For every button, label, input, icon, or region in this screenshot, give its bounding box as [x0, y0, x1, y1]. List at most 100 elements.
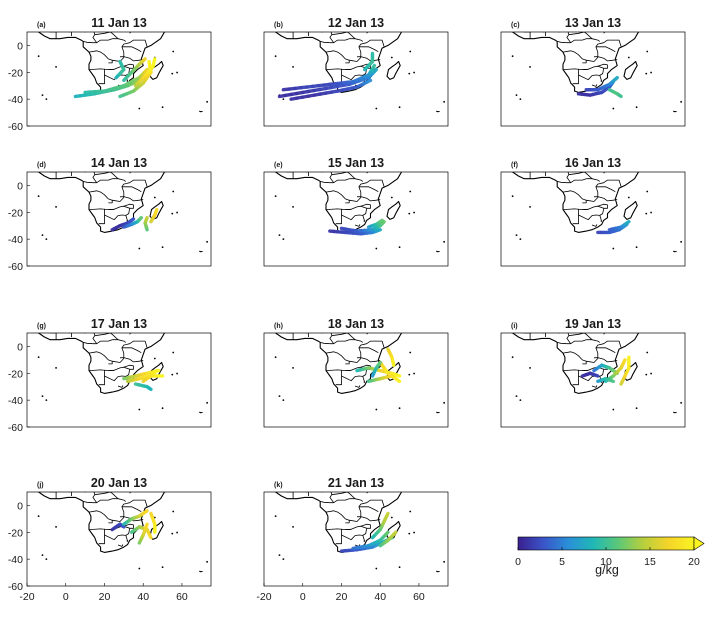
panel-title: 21 Jan 13: [328, 476, 384, 490]
island-dot: [451, 556, 453, 558]
trajectory: [114, 59, 126, 80]
country-border: [68, 333, 72, 337]
kerguelen-island: [199, 250, 204, 253]
island-dot: [515, 234, 518, 237]
island-dot: [214, 556, 216, 558]
country-border: [562, 179, 622, 202]
trajectory-segment: [594, 373, 600, 378]
country-border: [568, 333, 593, 340]
map-content: [511, 333, 683, 414]
country-border: [123, 364, 134, 370]
country-border: [358, 347, 379, 354]
trajectory-segment: [130, 217, 136, 222]
country-border: [117, 385, 124, 388]
island-dot: [390, 196, 393, 199]
map-content: [274, 32, 446, 113]
plot-area: [263, 491, 449, 587]
island-dot: [529, 367, 531, 369]
island-dot: [206, 560, 209, 563]
island-dot: [41, 234, 44, 237]
africa-coastline: [511, 172, 640, 233]
country-border: [522, 172, 531, 179]
panel-label: (c): [511, 22, 520, 29]
trajectory: [366, 218, 384, 229]
country-border: [593, 56, 618, 62]
country-border: [94, 32, 119, 39]
trajectory-segment: [625, 219, 631, 225]
island-dot: [398, 407, 401, 410]
island-dot: [37, 55, 40, 58]
country-border: [566, 178, 587, 184]
country-border: [331, 32, 356, 39]
colorbar-unit-label: g/kg: [595, 563, 619, 577]
island-dot: [451, 236, 453, 238]
country-border: [108, 520, 113, 524]
country-border: [542, 172, 546, 176]
island-dot: [176, 372, 179, 375]
island-dot: [171, 373, 174, 376]
map-content: [511, 32, 683, 113]
map-panel: 17 Jan 13 (g) 0 -20 -40 -60: [8, 317, 212, 434]
trajectory: [83, 67, 149, 95]
island-dot: [646, 190, 649, 193]
island-dot: [282, 558, 285, 561]
island-dot: [612, 247, 615, 250]
island-dot: [274, 55, 277, 58]
country-border: [285, 492, 294, 499]
island-dot: [161, 566, 164, 569]
map-panel: 13 Jan 13 (c): [500, 16, 686, 127]
trajectory-segment: [153, 368, 159, 374]
country-border: [322, 32, 335, 43]
country-border: [557, 181, 567, 184]
country-border: [354, 385, 361, 388]
trajectory-segment: [376, 228, 382, 233]
country-border: [85, 333, 98, 344]
country-border: [305, 333, 309, 337]
y-tick-label: -60: [8, 422, 23, 434]
island-dot: [646, 351, 649, 354]
island-dot: [278, 554, 281, 557]
country-border: [98, 68, 105, 85]
kerguelen-island: [673, 250, 678, 253]
country-border: [305, 32, 309, 36]
island-dot: [650, 211, 653, 214]
country-border: [358, 46, 379, 53]
y-tick-label: -20: [8, 368, 23, 380]
island-dot: [519, 238, 522, 241]
country-border: [88, 340, 148, 363]
country-border: [329, 339, 350, 345]
trajectory: [619, 355, 631, 386]
island-dot: [55, 66, 57, 68]
panel-title: 11 Jan 13: [91, 16, 147, 30]
country-border: [329, 178, 350, 184]
madagascar-coastline: [149, 361, 164, 381]
y-tick-label: -40: [8, 395, 23, 407]
country-border: [329, 498, 350, 504]
trajectory-segment: [148, 533, 153, 540]
country-border: [566, 339, 587, 345]
country-border: [83, 41, 93, 44]
island-dot: [282, 98, 285, 101]
map-panel: 14 Jan 13 (d) 0 -20 -40 -60: [8, 156, 212, 273]
y-tick-label: -40: [8, 234, 23, 246]
country-border: [341, 214, 366, 222]
country-border: [593, 196, 618, 202]
country-border: [586, 38, 601, 42]
trajectory: [122, 509, 149, 526]
trajectory-segment: [365, 78, 373, 84]
trajectory-segment: [395, 378, 402, 384]
country-border: [578, 74, 603, 82]
island-dot: [408, 532, 411, 535]
island-dot: [172, 510, 175, 513]
country-border: [121, 506, 142, 513]
kerguelen-island: [673, 411, 678, 414]
island-dot: [375, 408, 378, 411]
country-border: [83, 342, 93, 345]
country-border: [542, 333, 546, 337]
country-border: [92, 339, 113, 345]
y-tick-label: -20: [8, 527, 23, 539]
country-border: [345, 60, 350, 64]
trajectory: [149, 207, 159, 224]
country-border: [48, 172, 57, 179]
trajectory-segment: [395, 373, 402, 378]
